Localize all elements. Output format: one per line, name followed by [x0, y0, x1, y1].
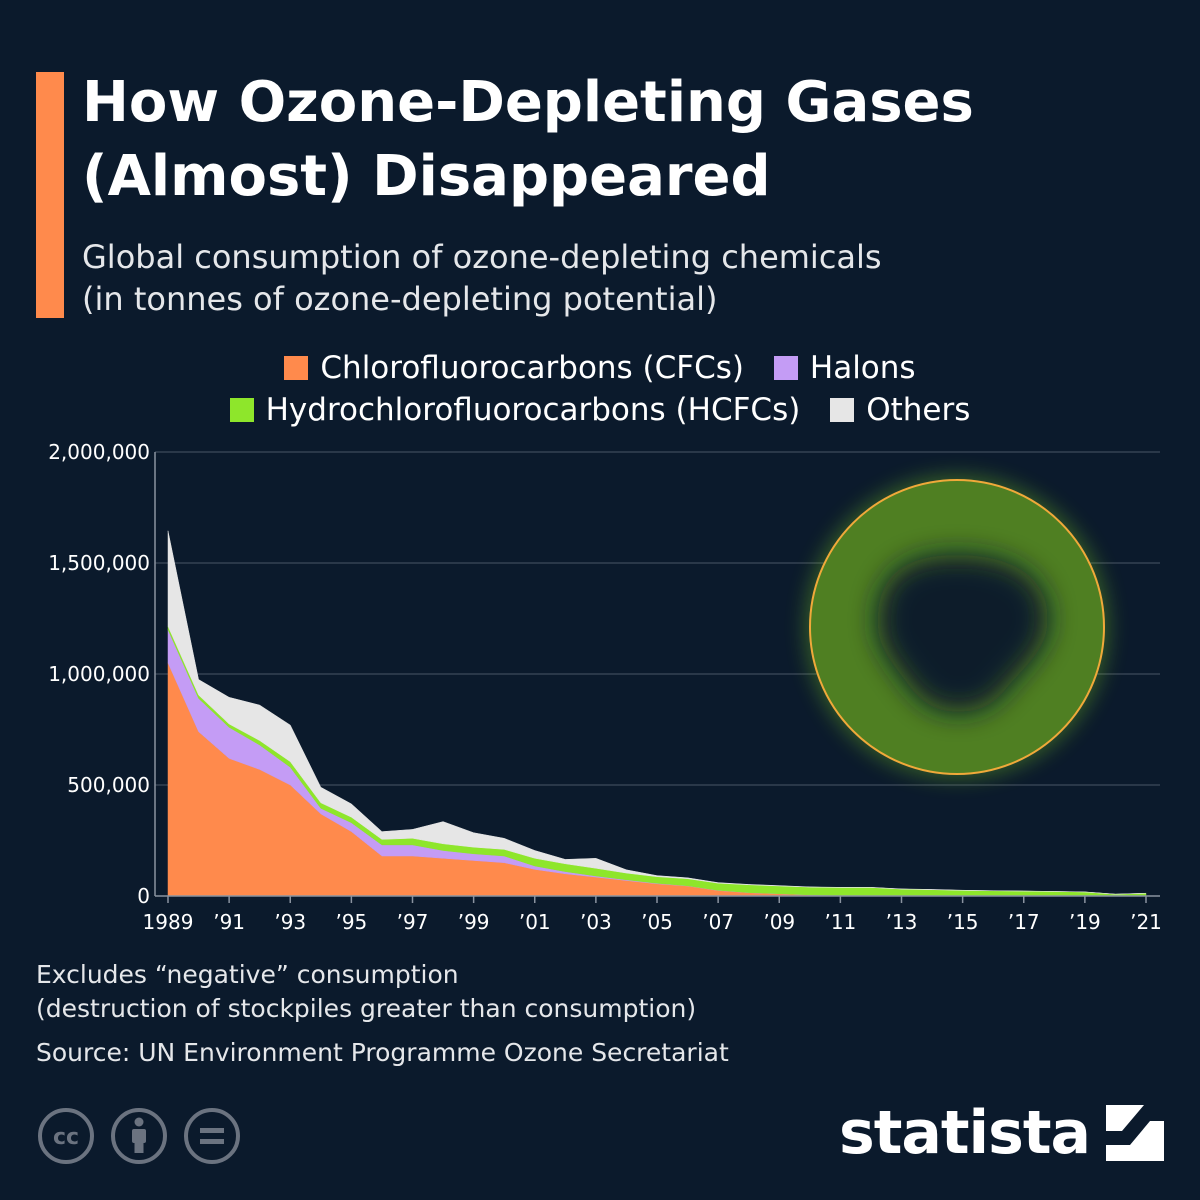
legend-label-hcfcs: Hydrochlorofluorocarbons (HCFCs) [265, 392, 801, 428]
x-tick-label: ’21 [1130, 910, 1162, 934]
ozone-hole-illustration [805, 475, 1109, 779]
title-line-2: (Almost) Disappeared [82, 144, 771, 209]
legend-swatch-hcfcs [229, 398, 254, 422]
chart-note: Excludes “negative” consumption (destruc… [36, 958, 696, 1026]
legend-swatch-cfcs [284, 356, 309, 380]
note-line-2: (destruction of stockpiles greater than … [36, 994, 697, 1023]
accent-bar [36, 72, 64, 318]
x-tick-label: ’15 [947, 910, 979, 934]
x-tick-label: ’97 [397, 910, 429, 934]
legend-label-others: Others [866, 392, 971, 428]
legend-item-halons: Halons [773, 350, 916, 386]
page-title: How Ozone-Depleting Gases (Almost) Disap… [82, 66, 1182, 214]
x-tick-label: ’95 [335, 910, 367, 934]
note-line-1: Excludes “negative” consumption [36, 960, 459, 989]
x-tick-label: ’99 [458, 910, 490, 934]
y-tick-label: 0 [137, 884, 150, 908]
logo-text: statista [838, 1098, 1091, 1168]
x-tick-label: ’13 [886, 910, 918, 934]
x-tick-label: ’03 [580, 910, 612, 934]
legend-label-cfcs: Chlorofluorocarbons (CFCs) [320, 350, 745, 386]
no-derivatives-icon[interactable] [184, 1108, 240, 1164]
x-tick-label: ’05 [641, 910, 673, 934]
subtitle-line-2: (in tonnes of ozone-depleting potential) [82, 280, 718, 318]
legend-label-halons: Halons [809, 350, 916, 386]
x-tick-label: ’91 [213, 910, 245, 934]
svg-text:cc: cc [53, 1125, 79, 1150]
attribution-icon[interactable] [111, 1108, 167, 1164]
x-tick-label: 1989 [143, 910, 194, 934]
statista-logo[interactable]: statista [839, 1098, 1164, 1168]
legend-item-hcfcs: Hydrochlorofluorocarbons (HCFCs) [229, 392, 801, 428]
x-tick-label: ’17 [1008, 910, 1040, 934]
x-tick-label: ’07 [702, 910, 734, 934]
y-tick-label: 1,000,000 [48, 662, 150, 686]
chart-legend-row-1: Chlorofluorocarbons (CFCs) Halons [0, 350, 1200, 386]
y-tick-label: 2,000,000 [48, 440, 150, 464]
area-series-others [167, 530, 1147, 895]
legend-swatch-others [830, 398, 855, 422]
y-tick-label: 500,000 [67, 773, 150, 797]
legend-swatch-halons [773, 356, 798, 380]
statista-logo-icon [1106, 1105, 1164, 1161]
x-tick-label: ’11 [824, 910, 856, 934]
subtitle-line-1: Global consumption of ozone-depleting ch… [82, 238, 882, 276]
chart-legend-row-2: Hydrochlorofluorocarbons (HCFCs) Others [0, 392, 1200, 428]
title-line-1: How Ozone-Depleting Gases [82, 70, 974, 135]
x-tick-label: ’19 [1069, 910, 1101, 934]
y-tick-label: 1,500,000 [48, 551, 150, 575]
source-note: Source: UN Environment Programme Ozone S… [36, 1038, 729, 1067]
subtitle: Global consumption of ozone-depleting ch… [82, 236, 1182, 320]
legend-item-cfcs: Chlorofluorocarbons (CFCs) [284, 350, 744, 386]
legend-item-others: Others [830, 392, 970, 428]
cc-icon[interactable]: cc [38, 1108, 94, 1164]
license-icons: cc [36, 1106, 246, 1166]
x-tick-label: ’93 [274, 910, 306, 934]
x-tick-label: ’09 [763, 910, 795, 934]
x-tick-label: ’01 [519, 910, 551, 934]
